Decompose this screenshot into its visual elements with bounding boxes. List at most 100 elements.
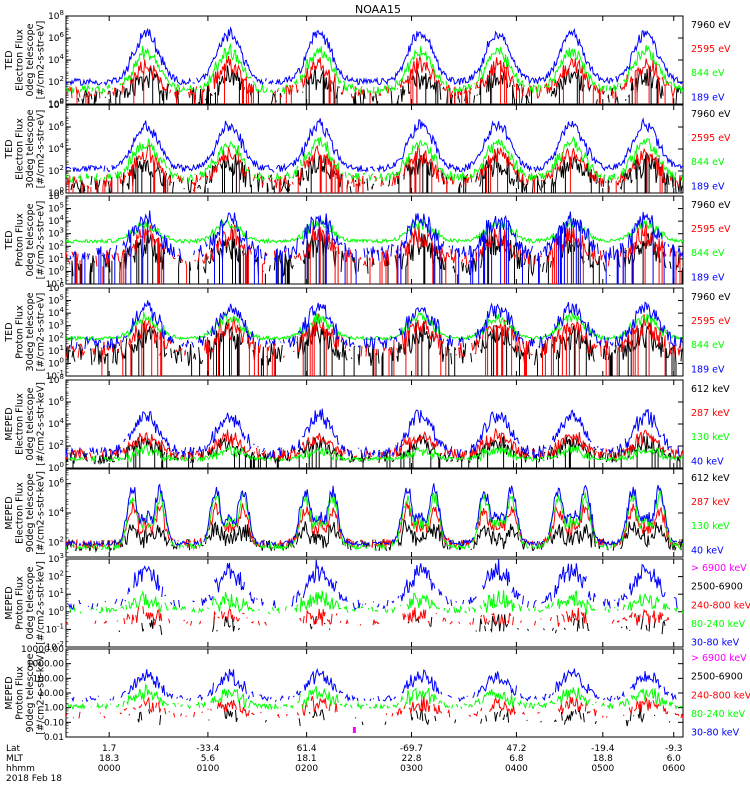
y-tick-label: 104 — [48, 506, 64, 519]
series-traces — [66, 26, 683, 107]
legend-entry: 7960 eV — [691, 20, 731, 31]
series-line — [66, 519, 683, 553]
y-tick-label: 100 — [48, 186, 64, 199]
x-tick-label: 18.3 — [99, 754, 119, 764]
series-line — [66, 117, 683, 174]
chart-title: NOAA15 — [355, 3, 401, 16]
legend-entry: 189 eV — [691, 92, 725, 103]
legend-entry: 189 eV — [691, 181, 725, 192]
series-traces — [66, 300, 683, 376]
x-tick-label: 0500 — [591, 764, 614, 774]
x-tick-label: 22.8 — [401, 754, 421, 764]
y-axis-label: TEDProton Flux0deg telescope[#/cm2-s-str… — [4, 201, 47, 280]
y-axis-label-line: TED — [4, 230, 15, 250]
y-axis-label: MEPEDProton Flux0deg telescope[#/cm2-s-s… — [4, 561, 47, 645]
y-axis-label-line: 90deg telescope — [25, 473, 36, 552]
x-tick-label: 0300 — [400, 764, 423, 774]
y-axis-label-line: TED — [4, 139, 15, 159]
legend-entry: 2595 eV — [691, 316, 731, 327]
y-axis-label-line: [#/cm2-s-str-keV] — [36, 471, 47, 555]
y-tick-label: 100 — [48, 356, 64, 369]
series-line — [69, 210, 683, 284]
x-row-label: hhmm — [6, 764, 35, 774]
y-tick-label: 102 — [48, 535, 64, 548]
y-tick-label: 1000.00 — [27, 660, 64, 670]
y-axis-label-line: [#/cm2-s-str-eV] — [36, 21, 47, 100]
y-tick-label: 104 — [48, 53, 64, 66]
series-line — [66, 683, 683, 711]
y-tick-label: 1.00 — [44, 704, 64, 714]
series-line — [66, 26, 683, 87]
y-axis-label-line: 30deg telescope — [25, 109, 36, 188]
y-tick-label: 100 — [48, 264, 64, 277]
series-line — [70, 153, 683, 193]
series-traces — [66, 483, 683, 553]
x-tick-label: -9.3 — [665, 744, 683, 754]
x-tick-label: 5.6 — [201, 754, 216, 764]
y-tick-label: 10.00 — [38, 689, 64, 699]
legend-entry: 240-800 keV — [691, 600, 750, 611]
series-line — [66, 135, 683, 184]
y-axis-label: MEPEDElectron Flux90deg telescope[#/cm2-… — [4, 471, 47, 555]
x-tick-label: 18.1 — [297, 754, 317, 764]
panel-8: 0.010.101.0010.00100.001000.0010000.00ME… — [4, 645, 750, 743]
series-traces — [66, 117, 683, 193]
series-line — [66, 222, 683, 284]
y-axis-label-line: MEPED — [4, 407, 15, 440]
legend-entry: > 6900 keV — [691, 653, 747, 664]
y-axis-label-line: [#/cm2-s-str-keV] — [36, 382, 47, 466]
y-tick-label: 102 — [48, 164, 64, 177]
legend-entry: 7960 eV — [691, 200, 731, 211]
legend-entry: 2500-6900 — [691, 582, 743, 593]
legend-entry: 844 eV — [691, 248, 725, 259]
x-axis-annotation: Lat 1.7 -33.4 61.4 -69.7 47.2 -19.4 -9.3 MLT 18.3… — [6, 744, 685, 784]
y-tick-label: 102 — [48, 75, 64, 88]
legend-entry: 80-240 keV — [691, 709, 746, 720]
y-axis-label-line: Proton Flux — [15, 213, 26, 267]
y-tick-label: 101 — [48, 344, 64, 357]
y-axis-label: MEPEDProton Flux90deg telescope[#/cm2-s-… — [4, 651, 47, 735]
panel-frame — [65, 379, 684, 469]
x-tick-label: 6.8 — [509, 754, 524, 764]
x-tick-label: 0600 — [662, 764, 685, 774]
y-axis-label-line: 0deg telescope — [25, 566, 36, 639]
series-line — [78, 66, 683, 107]
y-axis-label: TEDElectron Flux30deg telescope[#/cm2-s-… — [4, 109, 47, 188]
y-axis-label-line: Proton Flux — [15, 576, 26, 630]
legend-entry: 844 eV — [691, 340, 725, 351]
legend-entry: 189 eV — [691, 272, 725, 283]
y-axis-label-line: Proton Flux — [15, 305, 26, 359]
y-tick-label: 108 — [48, 9, 64, 22]
series-line — [66, 42, 683, 96]
series-line — [66, 311, 683, 342]
y-axis-label: MEPEDElectron Flux0deg telescope[#/cm2-s… — [4, 382, 47, 466]
y-axis-label-line: MEPED — [4, 676, 15, 709]
x-tick-label: -33.4 — [196, 744, 220, 754]
y-tick-label: 103 — [48, 552, 64, 565]
legend-entry: > 6900 keV — [691, 563, 747, 574]
legend-entry: 2595 eV — [691, 224, 731, 235]
y-tick-label: 104 — [48, 142, 64, 155]
series-line — [67, 559, 683, 609]
y-axis-label-line: 0deg telescope — [25, 203, 36, 276]
y-tick-label: 0.10 — [44, 718, 64, 728]
legend-entry: 130 keV — [691, 432, 730, 443]
y-tick-label: 105 — [48, 202, 64, 215]
series-line — [70, 300, 683, 350]
y-tick-label: 100 — [48, 97, 64, 110]
y-axis-label-line: [#/cm2-s-str-keV] — [36, 651, 47, 735]
legend-entry: 844 eV — [691, 157, 725, 168]
panel-frame — [65, 558, 684, 648]
series-line — [66, 695, 683, 719]
y-axis-label-line: Electron Flux — [15, 118, 26, 180]
y-axis-label-line: Electron Flux — [15, 482, 26, 544]
y-tick-label: 101 — [48, 252, 64, 265]
y-axis-label-line: TED — [4, 50, 15, 70]
legend-entry: 612 keV — [691, 384, 730, 395]
y-axis-label-line: [#/cm2-s-str-eV] — [36, 201, 47, 280]
date-label: 2018 Feb 18 — [6, 774, 62, 784]
